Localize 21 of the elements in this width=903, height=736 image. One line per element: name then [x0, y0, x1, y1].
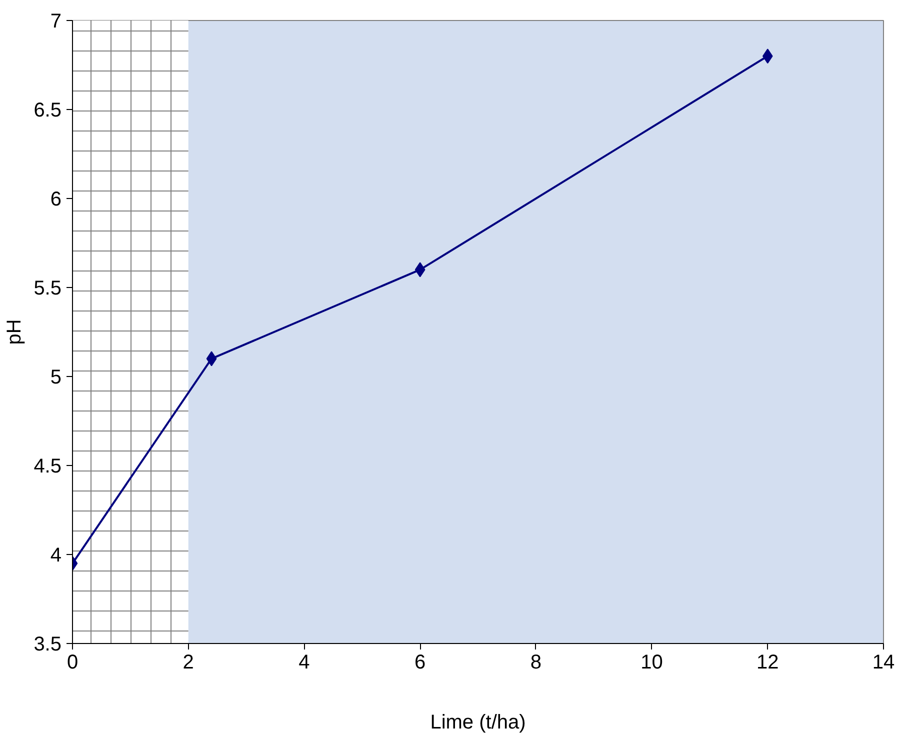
x-tick-label: 12: [756, 652, 779, 674]
point: [762, 48, 773, 64]
x-tick-label: 6: [414, 652, 426, 674]
x-tick-label: 2: [182, 652, 194, 674]
x-tick-label: 14: [872, 652, 895, 674]
y-tick-label: 7: [50, 10, 62, 32]
x-tick-label: 10: [640, 652, 663, 674]
y-tick-label: 5.5: [34, 278, 62, 300]
y-tick-label: 6: [50, 188, 62, 210]
y-tick-label: 4.5: [34, 456, 62, 478]
y-tick-label: 5: [50, 366, 62, 388]
y-tick-label: 4: [50, 544, 62, 566]
y-axis-title: pH: [4, 319, 26, 345]
y-tick-label: 3.5: [34, 634, 62, 656]
point: [414, 262, 426, 278]
x-tick-label: 8: [530, 652, 542, 674]
point: [206, 351, 217, 366]
x-tick-label: 4: [298, 652, 310, 674]
x-tick-label: 0: [66, 652, 78, 674]
y-tick-label: 6.5: [34, 100, 62, 122]
x-axis-title: Lime (t/ha): [430, 712, 526, 734]
